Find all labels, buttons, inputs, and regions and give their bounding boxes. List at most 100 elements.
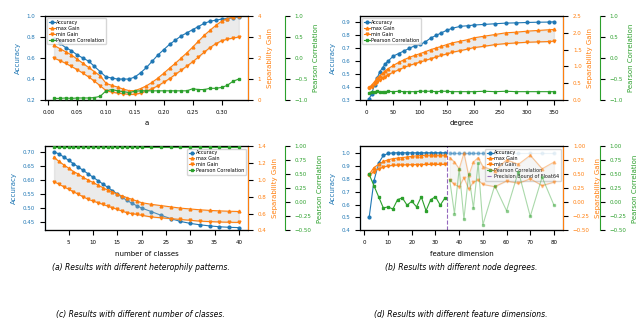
min Gain xyxy=(157,216,165,220)
max Gain xyxy=(55,160,63,164)
min Gain xyxy=(50,180,58,184)
min Gain xyxy=(160,80,168,84)
min Gain xyxy=(389,70,397,74)
max Gain xyxy=(120,87,127,91)
Pearson Correlation xyxy=(206,86,214,90)
max Gain xyxy=(481,34,488,38)
Accuracy xyxy=(99,182,106,186)
Line: Pearson Correlation: Pearson Correlation xyxy=(52,78,240,100)
Pearson Correlation xyxy=(384,89,392,93)
Line: Accuracy: Accuracy xyxy=(52,150,240,229)
max Gain xyxy=(186,207,194,211)
min Gain xyxy=(206,220,214,223)
Pearson Correlation xyxy=(137,89,145,93)
min Gain xyxy=(195,55,202,59)
max Gain xyxy=(524,29,531,33)
min Gain xyxy=(118,209,126,213)
Accuracy xyxy=(118,196,126,199)
Accuracy xyxy=(113,192,121,196)
Pearson Correlation xyxy=(74,146,82,149)
min Gain xyxy=(395,68,403,72)
Accuracy xyxy=(61,46,69,50)
min Gain xyxy=(94,201,102,204)
min Gain xyxy=(400,66,408,69)
Pearson Correlation xyxy=(125,91,133,94)
min Gain xyxy=(465,47,472,51)
max Gain xyxy=(206,28,214,32)
Legend: Accuracy, max Gain, min Gain, Pearson Correlation: Accuracy, max Gain, min Gain, Pearson Co… xyxy=(362,19,420,44)
Accuracy xyxy=(212,18,220,22)
Pearson Correlation xyxy=(50,146,58,149)
Accuracy xyxy=(406,46,413,50)
min Gain xyxy=(449,51,456,54)
Pearson Correlation xyxy=(143,89,150,93)
Pearson Correlation xyxy=(113,146,121,149)
Accuracy xyxy=(225,225,233,229)
min Gain xyxy=(50,56,58,60)
max Gain xyxy=(427,48,435,52)
min Gain xyxy=(470,46,477,50)
Accuracy xyxy=(154,53,162,57)
max Gain xyxy=(61,50,69,54)
Pearson Correlation xyxy=(104,146,111,149)
Line: min Gain: min Gain xyxy=(52,36,240,96)
max Gain xyxy=(50,155,58,159)
Pearson Correlation xyxy=(449,90,456,93)
Pearson Correlation xyxy=(138,146,145,149)
min Gain xyxy=(60,185,68,188)
min Gain xyxy=(138,213,145,217)
max Gain xyxy=(371,80,378,84)
Accuracy xyxy=(400,49,408,53)
Y-axis label: Separability Gain: Separability Gain xyxy=(595,158,602,218)
max Gain xyxy=(411,53,419,57)
Pearson Correlation xyxy=(195,88,202,92)
max Gain xyxy=(123,196,131,200)
Accuracy xyxy=(183,31,191,35)
Pearson Correlation xyxy=(411,90,419,93)
Accuracy xyxy=(502,21,509,25)
Accuracy xyxy=(172,38,179,42)
min Gain xyxy=(456,49,464,52)
min Gain xyxy=(137,91,145,95)
Accuracy xyxy=(167,217,175,220)
min Gain xyxy=(481,44,488,48)
Accuracy xyxy=(235,226,243,229)
max Gain xyxy=(235,14,243,18)
Accuracy xyxy=(371,83,378,86)
Accuracy xyxy=(223,17,231,20)
max Gain xyxy=(365,85,373,89)
min Gain xyxy=(68,65,76,68)
max Gain xyxy=(195,39,202,43)
Pearson Correlation xyxy=(147,146,155,149)
Y-axis label: Pearson Correlation: Pearson Correlation xyxy=(317,154,323,222)
max Gain xyxy=(196,208,204,212)
min Gain xyxy=(147,215,155,219)
Pearson Correlation xyxy=(235,77,243,81)
min Gain xyxy=(365,86,373,90)
min Gain xyxy=(154,84,162,88)
max Gain xyxy=(114,85,122,89)
max Gain xyxy=(104,188,111,192)
Pearson Correlation xyxy=(68,96,76,100)
max Gain xyxy=(102,81,110,85)
Pearson Correlation xyxy=(172,89,179,93)
Accuracy xyxy=(177,220,184,223)
Accuracy xyxy=(84,172,92,176)
Pearson Correlation xyxy=(60,146,68,149)
X-axis label: degree: degree xyxy=(449,120,474,126)
Pearson Correlation xyxy=(148,89,156,93)
min Gain xyxy=(225,220,233,224)
Pearson Correlation xyxy=(177,89,185,93)
min Gain xyxy=(373,80,381,84)
Accuracy xyxy=(365,97,373,101)
min Gain xyxy=(74,68,81,71)
max Gain xyxy=(491,33,499,36)
max Gain xyxy=(416,52,424,56)
Pearson Correlation xyxy=(196,146,204,149)
min Gain xyxy=(223,37,231,41)
Accuracy xyxy=(432,34,440,37)
Text: (d) Results with different feature dimensions.: (d) Results with different feature dimen… xyxy=(374,310,548,319)
X-axis label: feature dimension: feature dimension xyxy=(429,251,493,257)
min Gain xyxy=(120,92,127,96)
max Gain xyxy=(74,57,81,61)
